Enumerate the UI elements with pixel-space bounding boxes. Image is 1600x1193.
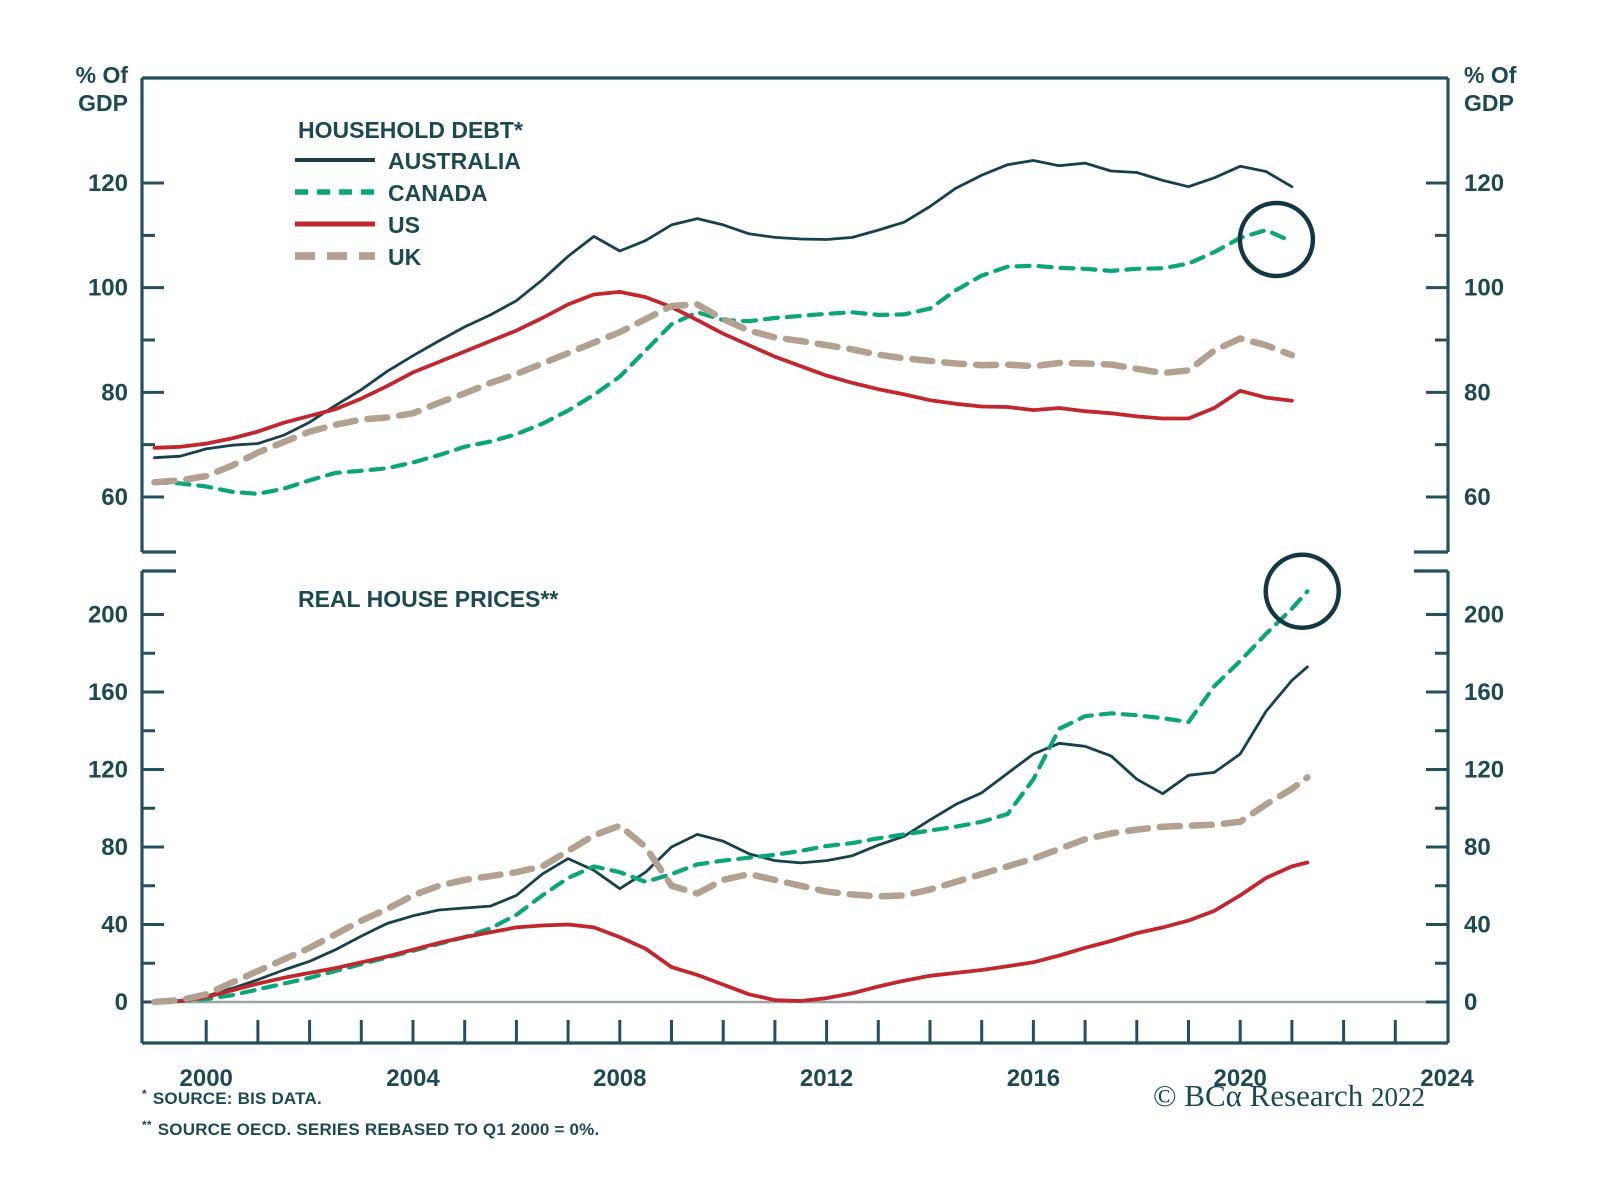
y-tick-label-right: 120 [1464, 757, 1504, 784]
footnote-source-oecd: ** SOURCE OECD. SERIES REBASED TO Q1 2000… [142, 1118, 599, 1140]
y-ticks [142, 181, 1448, 499]
x-axis-label: 2024 [1420, 1065, 1474, 1092]
series-australia [153, 159, 1294, 460]
highlight-circle [1263, 552, 1341, 630]
panel-title: HOUSEHOLD DEBT* [298, 117, 523, 143]
series-uk [151, 301, 1296, 486]
footnote-source-bis: * SOURCE: BIS DATA. [142, 1087, 322, 1109]
y-tick-label-left: 200 [88, 602, 128, 629]
series-australia [153, 665, 1309, 1004]
legend: AUSTRALIA CANADA US UK [295, 148, 521, 270]
y-tick-label-left: 0 [115, 989, 128, 1016]
legend-label-canada: CANADA [388, 180, 488, 206]
footnote-marker: ** [142, 1118, 152, 1132]
y-tick-label-left: 80 [101, 379, 128, 406]
legend-label-uk: UK [388, 244, 422, 270]
y-unit-label-right: GDP [1464, 90, 1514, 116]
y-tick-label-right: 200 [1464, 602, 1504, 629]
brand-text: © BCα Research [1153, 1078, 1364, 1113]
x-axis-label: 2016 [1007, 1065, 1060, 1092]
y-tick-label-left: 60 [101, 484, 128, 511]
y-ticks [142, 613, 1448, 1004]
panel-real-house-prices: 200 200 160 160 120 120 80 80 40 40 0 0 REAL HOUSE P… [88, 552, 1504, 1016]
footnote-text: SOURCE: BIS DATA. [152, 1089, 322, 1108]
y-tick-label-left: 100 [88, 275, 128, 302]
highlight-circle [1237, 200, 1316, 279]
series-uk [151, 774, 1311, 1006]
panel1-y-axes [140, 78, 1450, 552]
y-tick-label-right: 120 [1464, 170, 1504, 197]
y-tick-label-left: 120 [88, 757, 128, 784]
panel-household-debt: 120 120 100 100 80 80 60 60 HOUSEHOLD DEBT* [88, 117, 1504, 511]
y-tick-label-right: 100 [1464, 275, 1504, 302]
y-tick-label-right: 160 [1464, 679, 1504, 706]
footnote-marker: * [142, 1087, 147, 1101]
x-axis-label: 2008 [593, 1065, 646, 1092]
bca-research-logo: © BCα Research 2022 [1153, 1078, 1425, 1114]
brand-year: 2022 [1371, 1082, 1425, 1112]
y-tick-label-left: 80 [101, 834, 128, 861]
panel-title: REAL HOUSE PRICES** [298, 586, 558, 612]
x-axis-label: 2020 [1214, 1065, 1267, 1092]
y-tick-label-right: 0 [1464, 989, 1477, 1016]
y-tick-label-left: 160 [88, 679, 128, 706]
y-unit-label-left: % Of [76, 62, 129, 88]
y-tick-label-left: 120 [88, 170, 128, 197]
y-tick-label-right: 60 [1464, 484, 1491, 511]
y-tick-label-left: 40 [101, 912, 128, 939]
series-us [152, 860, 1310, 1004]
legend-label-us: US [388, 212, 420, 238]
series-canada [152, 228, 1295, 496]
x-axis-label: 2004 [386, 1065, 440, 1092]
series-us [152, 289, 1294, 450]
y-unit-label-right: % Of [1464, 62, 1517, 88]
x-axis-label: 2000 [180, 1065, 233, 1092]
footnote-text: SOURCE OECD. SERIES REBASED TO Q1 2000 =… [157, 1120, 600, 1139]
x-axis-label: 2012 [800, 1065, 853, 1092]
y-tick-label-right: 40 [1464, 912, 1491, 939]
x-axis-labels: 2000 2004 2008 2012 2016 2020 2024 [180, 1065, 1475, 1092]
x-axis-ticks [204, 1020, 1397, 1043]
series-canada [152, 589, 1310, 1005]
y-unit-label-left: GDP [78, 90, 128, 116]
legend-label-australia: AUSTRALIA [388, 148, 521, 174]
y-tick-label-right: 80 [1464, 834, 1491, 861]
y-tick-label-right: 80 [1464, 379, 1491, 406]
